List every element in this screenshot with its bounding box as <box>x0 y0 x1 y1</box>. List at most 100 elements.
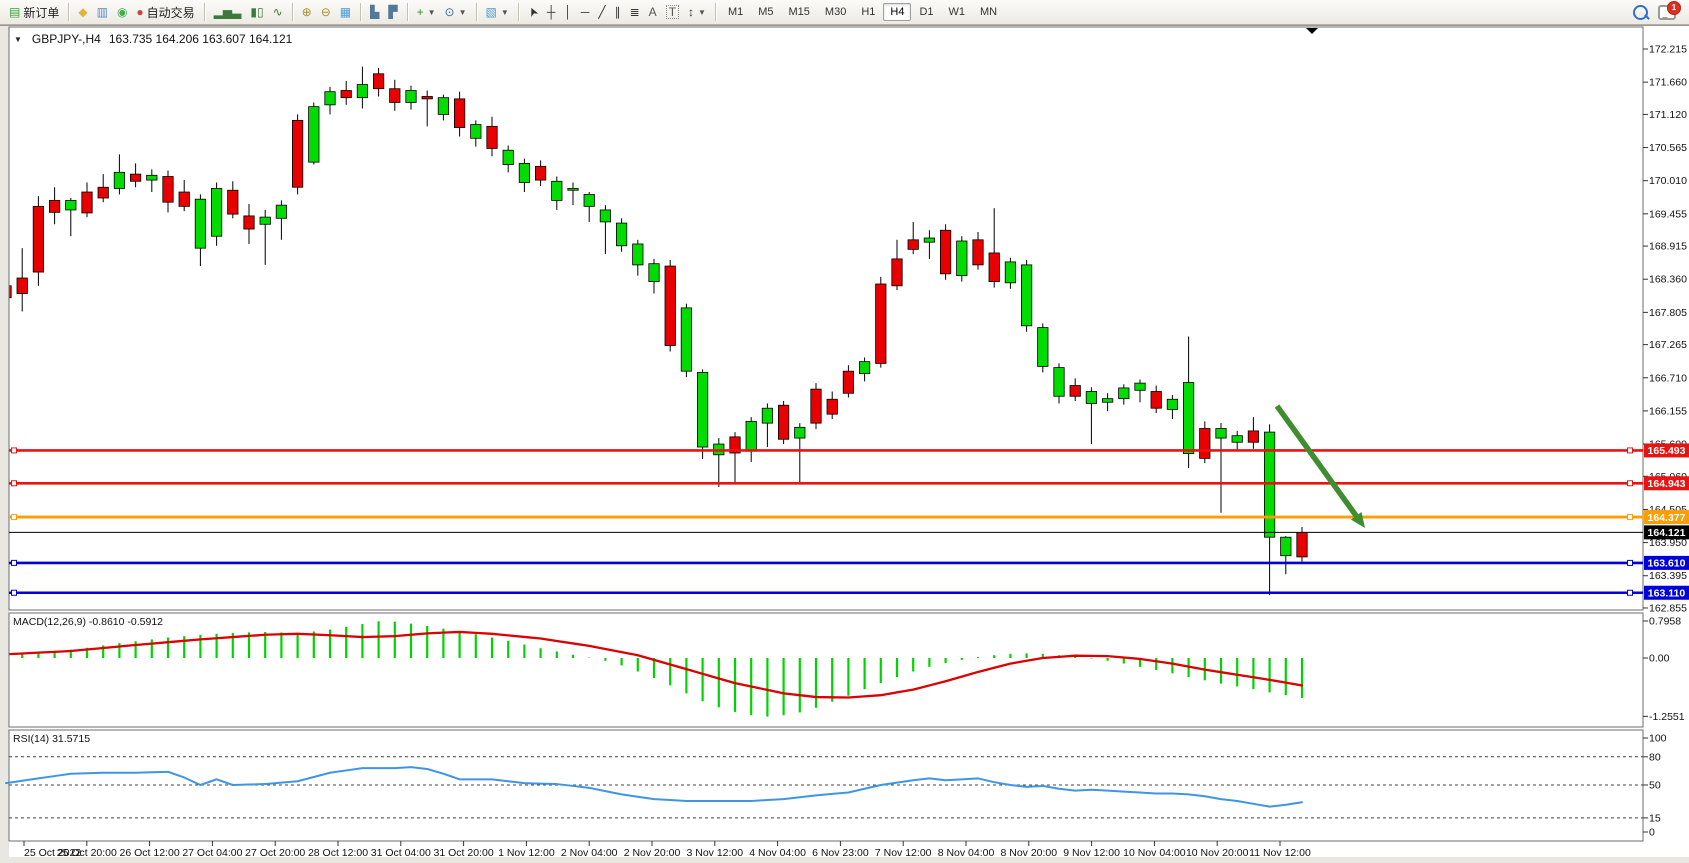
highlighter-icon[interactable]: ◆ <box>74 0 91 24</box>
auto-trading-button[interactable]: ● 自动交易 <box>132 0 198 24</box>
rsi-line <box>5 766 1303 808</box>
arrows-tool-icon[interactable]: ↕ ▼ <box>684 0 710 24</box>
hline-anchor[interactable] <box>11 447 17 454</box>
new-chart-icon[interactable]: + ▼ <box>413 0 440 24</box>
timeframe-button-m1[interactable]: M1 <box>727 6 744 18</box>
zoom-in-icon: ⊕ <box>301 5 312 19</box>
template-icon[interactable]: ▧ ▼ <box>482 0 513 24</box>
hline-anchor[interactable] <box>1627 514 1633 521</box>
candle-body <box>664 265 676 346</box>
price-tick-label: 168.915 <box>1649 241 1687 253</box>
candle-body <box>745 420 757 452</box>
hline-price-label <box>1644 525 1689 540</box>
dropdown-arrow-icon[interactable]: ▼ <box>427 7 436 17</box>
candle-body <box>891 258 903 287</box>
arrange-charts-icon: ▙ <box>370 5 380 19</box>
text-label-icon[interactable]: T <box>662 0 683 24</box>
candle-body <box>502 149 514 165</box>
timeframe-button-m5[interactable]: M5 <box>758 6 774 18</box>
hline-anchor[interactable] <box>11 559 17 566</box>
market-watch-icon[interactable]: ▥ <box>93 0 112 24</box>
text-label-icon: T <box>665 5 680 19</box>
candle-body <box>1069 385 1081 397</box>
candle-body <box>988 252 1000 283</box>
search-icon[interactable] <box>1633 4 1648 20</box>
svg-text:80: 80 <box>1649 751 1661 763</box>
horizontal-line-icon[interactable]: ─ <box>577 0 594 24</box>
hline-anchor[interactable] <box>11 480 17 487</box>
channel-icon[interactable]: ∥ <box>611 0 625 24</box>
annotation-arrow[interactable] <box>1274 404 1359 518</box>
rsi-axis: 100 80 50 15 0 <box>1643 733 1667 839</box>
cursor-icon[interactable]: ➤ <box>524 0 542 24</box>
timeframe-button-d1[interactable]: D1 <box>919 6 934 18</box>
time-tick-label: 27 Oct 20:00 <box>245 847 305 859</box>
candlestick-chart-icon[interactable]: ▮▯ <box>246 0 267 24</box>
main-pane <box>8 26 1644 611</box>
svg-text:0.7958: 0.7958 <box>1649 615 1681 627</box>
hline-anchor[interactable] <box>1627 480 1633 487</box>
trendline-icon[interactable]: ╱ <box>594 0 609 24</box>
svg-text:165.493: 165.493 <box>1648 445 1686 457</box>
price-tick-label: 162.855 <box>1649 602 1687 614</box>
timeframe-button-m30[interactable]: M30 <box>824 6 847 18</box>
dropdown-arrow-icon[interactable]: ▼ <box>500 7 509 17</box>
line-chart-icon[interactable]: ∿ <box>269 0 287 24</box>
dropdown-arrow-icon[interactable]: ▼ <box>458 7 467 17</box>
zoom-in-icon[interactable]: ⊕ <box>298 0 316 24</box>
arrows-tool-icon: ↕ <box>688 5 695 19</box>
bar-chart-icon: ▂▅▃ <box>213 5 242 19</box>
timeframe-button-m15[interactable]: M15 <box>788 6 810 18</box>
crosshair-icon[interactable]: ┼ <box>543 0 560 24</box>
timeframe-button-mn[interactable]: MN <box>980 6 998 18</box>
candle-body <box>1021 264 1033 327</box>
fibonacci-icon[interactable]: ≣ <box>626 0 644 24</box>
arrange-charts-icon[interactable]: ▙ <box>366 0 383 24</box>
signals-icon[interactable]: ◉ <box>113 0 131 24</box>
chat-icon[interactable]: 1 <box>1658 0 1681 20</box>
vertical-line-icon[interactable]: │ <box>560 0 576 24</box>
price-tick-label: 166.710 <box>1649 372 1687 384</box>
svg-text:164.377: 164.377 <box>1648 512 1686 524</box>
period-clock-icon[interactable]: ⊙ ▼ <box>441 0 471 24</box>
new-order-button[interactable]: ▤ 新订单 <box>5 0 63 24</box>
macd-axis: 0.7958 0.00 -1.2551 <box>1643 615 1685 723</box>
svg-text:164.121: 164.121 <box>1648 527 1686 539</box>
text-icon[interactable]: A <box>645 0 661 24</box>
candle-body <box>372 73 385 90</box>
candle-body <box>697 371 709 448</box>
candle-body <box>49 199 61 213</box>
dropdown-arrow-icon[interactable]: ▼ <box>698 7 706 17</box>
symbol-dropdown-icon[interactable]: ▼ <box>14 34 22 44</box>
toolbar-separator <box>714 3 716 21</box>
cascade-charts-icon[interactable]: ▛ <box>384 0 401 24</box>
svg-text:0: 0 <box>1649 827 1655 839</box>
tile-windows-icon[interactable]: ▦ <box>336 0 355 24</box>
hline-anchor[interactable] <box>1627 559 1633 566</box>
time-tick-label: 8 Nov 20:00 <box>1000 847 1057 859</box>
svg-text:15: 15 <box>1649 812 1661 824</box>
timeframe-button-h4[interactable]: H4 <box>883 3 912 21</box>
toolbar-separator <box>360 3 362 21</box>
candle-body <box>535 165 547 181</box>
candle-body <box>1134 382 1146 391</box>
hline-anchor[interactable] <box>1627 589 1633 596</box>
hline-anchor[interactable] <box>1627 447 1633 454</box>
hline-anchor[interactable] <box>11 589 17 596</box>
candles <box>9 66 1308 596</box>
candle-body <box>81 191 93 214</box>
zoom-out-icon[interactable]: ⊖ <box>317 0 335 24</box>
annotation-arrow-head[interactable] <box>1350 512 1365 528</box>
rsi-indicator-label: RSI(14) 31.5715 <box>13 733 91 745</box>
bar-chart-icon[interactable]: ▂▅▃ <box>210 0 246 24</box>
hline-anchor[interactable] <box>11 514 17 521</box>
timeframe-button-w1[interactable]: W1 <box>948 6 966 18</box>
candle-body <box>113 171 125 189</box>
candle-body <box>470 124 482 139</box>
timeframe-button-h1[interactable]: H1 <box>861 6 876 18</box>
price-tick-label: 172.215 <box>1649 44 1687 56</box>
auto-trading-button-label: 自动交易 <box>146 5 195 20</box>
trendline-icon: ╱ <box>598 5 606 19</box>
chart-shift-marker[interactable] <box>1306 28 1318 34</box>
candle-body <box>1102 398 1114 403</box>
